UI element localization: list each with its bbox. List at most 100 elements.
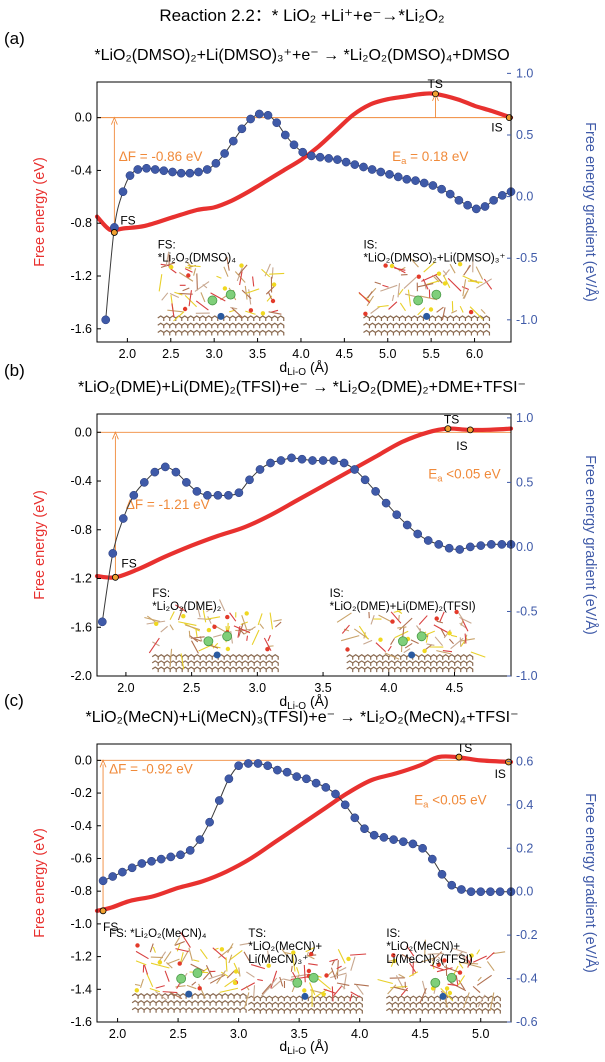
y-right-axis-label: Free energy gradient (eV/Å) bbox=[582, 122, 599, 302]
molecule-bond bbox=[202, 610, 207, 623]
gradient-point bbox=[350, 160, 360, 169]
molecule-bond bbox=[160, 263, 170, 267]
substrate-bond bbox=[193, 653, 201, 660]
molecule-bond bbox=[426, 280, 440, 285]
substrate-bond bbox=[179, 993, 187, 999]
substrate-bond bbox=[223, 653, 231, 660]
substrate-bond bbox=[229, 660, 237, 666]
gradient-point bbox=[329, 456, 338, 465]
substrate-bond bbox=[459, 322, 467, 329]
substrate-bond bbox=[265, 660, 273, 666]
substrate-bond bbox=[277, 995, 285, 1002]
substrate-bond bbox=[346, 653, 354, 660]
gradient-point bbox=[308, 456, 317, 465]
molecule-bond bbox=[240, 982, 255, 991]
molecule-bond bbox=[239, 942, 252, 946]
state-marker bbox=[99, 907, 107, 915]
substrate-bond bbox=[131, 1000, 139, 1006]
molecule-bond bbox=[191, 640, 199, 654]
substrate-bond bbox=[375, 329, 383, 336]
molecule-bond bbox=[219, 987, 239, 993]
molecule-bond bbox=[161, 292, 169, 301]
y-right-tick-label: 0.5 bbox=[516, 128, 533, 142]
gradient-point bbox=[129, 490, 139, 500]
gradient-point bbox=[457, 885, 466, 894]
molecule-bond bbox=[336, 982, 350, 986]
molecule-bond bbox=[225, 957, 228, 972]
gradient-point bbox=[220, 149, 229, 158]
gradient-point bbox=[237, 124, 247, 134]
atom bbox=[447, 631, 452, 636]
substrate-bond bbox=[167, 1000, 175, 1006]
molecule-bond bbox=[398, 288, 404, 296]
atom bbox=[233, 969, 239, 974]
chart-panel-1: (b) *LiO₂(DME)+Li(DME)₂(TFSI)+e⁻ → *Li₂O₂… bbox=[4, 361, 599, 712]
molecule-bond bbox=[257, 978, 263, 982]
substrate-bond bbox=[364, 666, 372, 673]
state-marker bbox=[505, 758, 512, 766]
substrate-bond bbox=[229, 666, 237, 673]
substrate-bond bbox=[369, 322, 377, 329]
substrate-bond bbox=[175, 660, 183, 666]
molecule-bond bbox=[163, 951, 172, 962]
atom bbox=[321, 992, 326, 997]
molecule-bond bbox=[238, 623, 244, 637]
state-label: TS: bbox=[248, 928, 266, 940]
gradient-point bbox=[137, 859, 147, 868]
molecule-bond bbox=[462, 279, 467, 297]
substrate-bond bbox=[169, 660, 177, 666]
substrate-bond bbox=[423, 322, 431, 329]
molecule-bond bbox=[251, 964, 266, 970]
gradient-connector-line bbox=[105, 113, 512, 320]
substrate-bond bbox=[442, 666, 450, 673]
substrate-bond bbox=[307, 995, 315, 1002]
gradient-point bbox=[192, 487, 202, 496]
y-left-tick-label: -1.4 bbox=[70, 982, 92, 996]
y-right-tick-label: -0.5 bbox=[516, 251, 538, 265]
substrate-bond bbox=[137, 1007, 145, 1013]
substrate-bond bbox=[241, 322, 249, 329]
substrate-bond bbox=[418, 653, 426, 660]
molecule-bond bbox=[155, 985, 165, 989]
plot-frame bbox=[96, 743, 512, 1023]
substrate-bond bbox=[179, 1000, 187, 1006]
substrate-bond bbox=[271, 329, 279, 336]
substrate-bond bbox=[187, 653, 195, 660]
molecule-bond bbox=[450, 637, 464, 650]
molecule-bond bbox=[155, 991, 168, 1001]
gradient-point bbox=[118, 867, 127, 877]
molecule-bond bbox=[228, 954, 233, 964]
molecule-bond bbox=[387, 984, 397, 995]
y-left-tick-label: -1.6 bbox=[70, 620, 92, 634]
substrate-bond bbox=[453, 315, 461, 321]
gradient-point bbox=[203, 490, 212, 500]
substrate-bond bbox=[400, 660, 408, 666]
figure-title: Reaction 2.2：* LiO₂ +Li⁺+e⁻→*Li₂O₂ bbox=[159, 6, 444, 25]
molecule-bond bbox=[400, 987, 409, 996]
molecule-bond bbox=[417, 307, 426, 316]
molecule-bond bbox=[317, 978, 332, 990]
gradient-point bbox=[392, 510, 402, 520]
substrate-bond bbox=[209, 1000, 217, 1006]
molecule-bond bbox=[233, 625, 251, 634]
molecule-bond bbox=[180, 653, 185, 670]
substrate-bond bbox=[187, 322, 195, 329]
substrate-bond bbox=[283, 995, 291, 1002]
substrate-bond bbox=[199, 315, 207, 321]
gradient-point bbox=[389, 835, 398, 844]
substrate-bond bbox=[271, 653, 279, 660]
substrate-bond bbox=[175, 329, 183, 336]
molecule-bond bbox=[169, 648, 173, 668]
atom bbox=[265, 647, 270, 652]
substrate-bond bbox=[409, 1001, 417, 1008]
y-right-axis-label: Free energy gradient (eV/Å) bbox=[582, 793, 599, 973]
molecule-bond bbox=[350, 953, 367, 956]
gradient-point bbox=[185, 168, 195, 178]
gradient-point bbox=[447, 880, 457, 890]
y-right-tick-label: 0.4 bbox=[516, 798, 533, 812]
molecule-bond bbox=[331, 986, 334, 1002]
y-left-tick-label: -1.2 bbox=[70, 269, 92, 283]
substrate-bond bbox=[331, 995, 339, 1002]
chart-title: *LiO₂(DMSO)₂+Li(DMSO)₃⁺+e⁻ → *Li₂O₂(DMSO… bbox=[94, 47, 509, 64]
substrate-bond bbox=[157, 666, 165, 673]
